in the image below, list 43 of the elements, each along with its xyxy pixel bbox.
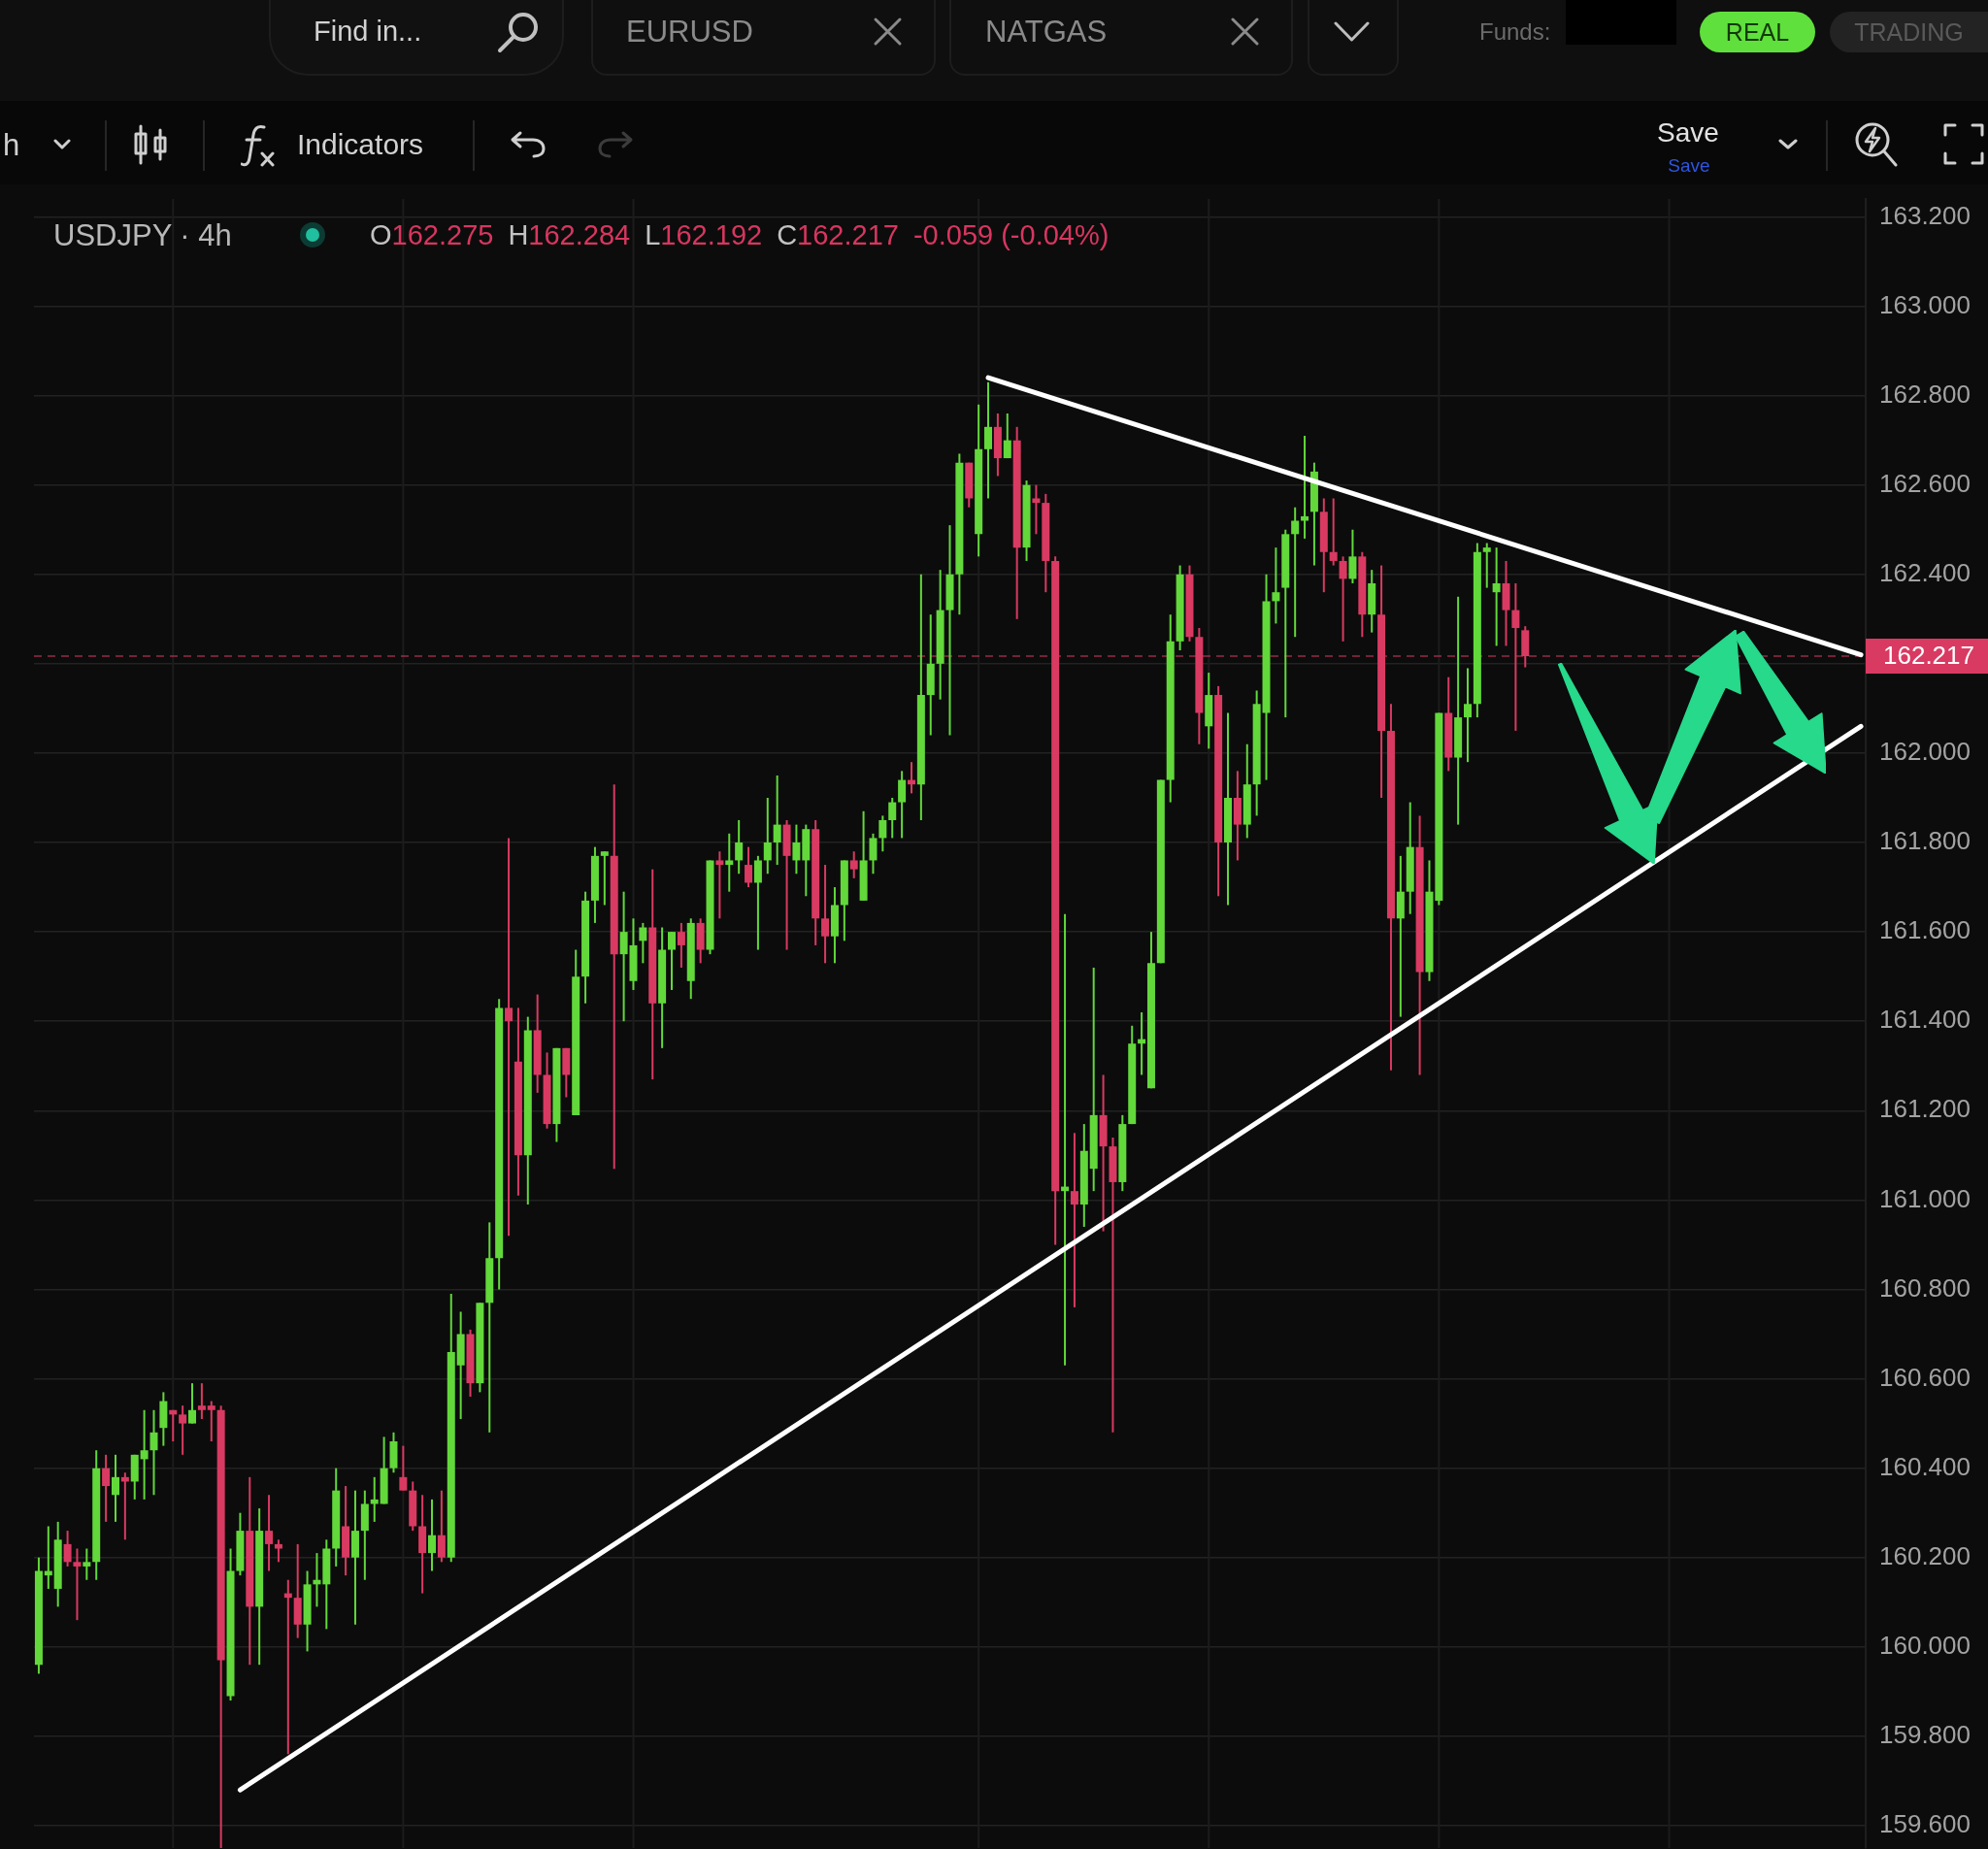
- y-tick-label: 161.800: [1879, 826, 1971, 856]
- button: REAL: [1700, 12, 1815, 52]
- candlestick: [715, 851, 724, 919]
- annotation: H162.284: [508, 218, 631, 250]
- y-tick-label: 161.600: [1879, 915, 1971, 945]
- y-tick-label: 163.200: [1879, 200, 1971, 230]
- ref-line-label: 162.217: [1883, 641, 1974, 671]
- tab: NATGAS: [949, 0, 1293, 76]
- candlestick: [140, 1409, 149, 1500]
- y-tick-label: 162.800: [1879, 379, 1971, 409]
- candlestick: [1301, 436, 1309, 539]
- candlestick: [1492, 547, 1501, 646]
- y-tick-label: 160.600: [1879, 1362, 1971, 1392]
- y-tick-label: 162.000: [1879, 737, 1971, 767]
- annotation: -0.059 (-0.04%): [912, 218, 1110, 250]
- y-tick-label: 159.800: [1879, 1720, 1971, 1750]
- text: USDJPY · 4h: [53, 217, 232, 252]
- candlestick: [1291, 507, 1300, 638]
- candlestick: [73, 1548, 82, 1621]
- y-tick-label: 161.000: [1879, 1183, 1971, 1213]
- y-tick-label: 163.000: [1879, 289, 1971, 319]
- y-tick-label: 160.000: [1879, 1630, 1971, 1660]
- text: Save: [1657, 117, 1719, 148]
- candlestick: [505, 838, 514, 1237]
- y-tick-label: 162.600: [1879, 468, 1971, 498]
- y-tick-label: 160.200: [1879, 1540, 1971, 1570]
- y-tick-label: 160.400: [1879, 1451, 1971, 1481]
- annotation: C162.217: [777, 218, 899, 250]
- y-tick-label: 161.200: [1879, 1094, 1971, 1124]
- annotation: O162.275: [370, 218, 494, 250]
- y-tick-label: 161.400: [1879, 1005, 1971, 1035]
- text: Funds:: [1479, 18, 1551, 45]
- candlestick: [600, 851, 609, 906]
- candlestick: [725, 833, 734, 892]
- text: Save: [1668, 154, 1710, 176]
- y-tick-label: 159.600: [1879, 1809, 1971, 1839]
- annotation: L162.192: [645, 218, 763, 250]
- search-field: Find in...: [269, 0, 564, 76]
- tab: EURUSD: [591, 0, 936, 76]
- y-tick-label: 162.400: [1879, 557, 1971, 587]
- text: Indicators: [297, 128, 424, 160]
- text: h: [3, 127, 20, 162]
- y-tick-label: 160.800: [1879, 1272, 1971, 1303]
